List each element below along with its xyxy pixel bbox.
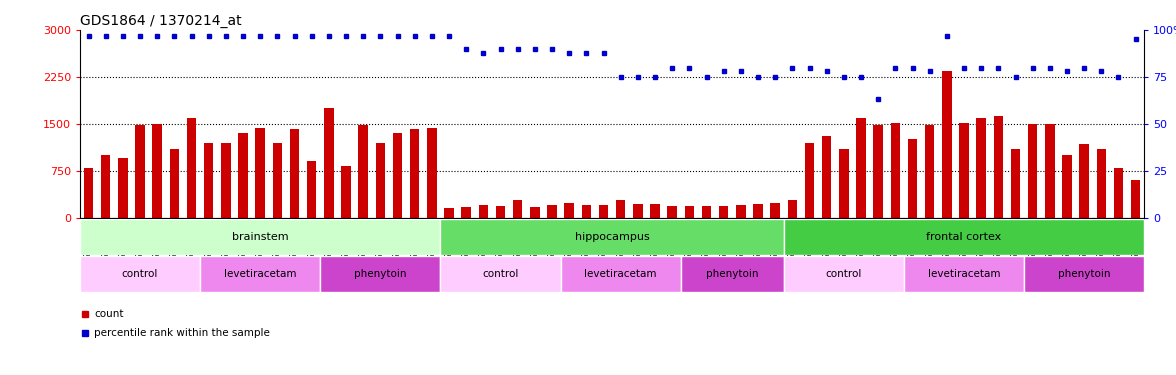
Bar — [1028, 124, 1037, 218]
Text: percentile rank within the sample: percentile rank within the sample — [94, 328, 270, 338]
Bar — [1114, 168, 1123, 217]
Bar — [633, 204, 642, 218]
Bar — [1080, 144, 1089, 218]
Bar — [856, 117, 866, 218]
Bar — [1011, 149, 1021, 217]
Bar — [770, 203, 780, 217]
Bar — [908, 140, 917, 218]
Bar — [960, 123, 969, 218]
Bar — [461, 207, 470, 218]
Bar — [441, 219, 783, 255]
Bar — [393, 133, 402, 218]
Bar — [616, 200, 626, 217]
Bar — [599, 205, 608, 218]
Bar — [496, 206, 506, 218]
Bar — [564, 203, 574, 217]
Bar — [942, 70, 951, 217]
Bar — [273, 142, 282, 218]
Bar — [513, 200, 522, 217]
Bar — [1131, 180, 1141, 218]
Text: phenytoin: phenytoin — [1058, 269, 1110, 279]
Bar — [530, 207, 540, 218]
Bar — [684, 206, 694, 218]
Bar — [479, 205, 488, 218]
Bar — [719, 206, 728, 218]
Bar — [1045, 124, 1055, 217]
Bar — [135, 125, 145, 217]
Bar — [994, 116, 1003, 218]
Bar — [200, 256, 320, 292]
Bar — [441, 256, 561, 292]
Bar — [118, 158, 128, 218]
Text: count: count — [94, 309, 123, 319]
Bar — [840, 149, 849, 217]
Bar — [561, 256, 681, 292]
Bar — [427, 128, 436, 217]
Bar — [681, 256, 783, 292]
Text: brainstem: brainstem — [232, 232, 288, 242]
Bar — [101, 155, 111, 218]
Bar — [153, 124, 162, 218]
Text: hippocampus: hippocampus — [575, 232, 649, 242]
Bar — [783, 219, 1144, 255]
Text: control: control — [482, 269, 519, 279]
Text: phenytoin: phenytoin — [354, 269, 407, 279]
Bar — [289, 129, 299, 217]
Bar — [702, 206, 711, 218]
Bar — [904, 256, 1024, 292]
Bar — [325, 108, 334, 218]
Text: control: control — [826, 269, 862, 279]
Bar — [83, 168, 93, 217]
Bar — [169, 149, 179, 217]
Text: levetiracetam: levetiracetam — [223, 269, 296, 279]
Bar — [926, 125, 935, 217]
Bar — [547, 205, 556, 218]
Bar — [1062, 155, 1071, 218]
Bar — [783, 256, 904, 292]
Bar — [320, 256, 441, 292]
Bar — [976, 117, 985, 218]
Bar — [410, 129, 420, 217]
Bar — [804, 142, 814, 218]
Bar — [1096, 149, 1107, 217]
Bar — [203, 142, 213, 218]
Bar — [80, 219, 441, 255]
Bar — [890, 123, 900, 218]
Bar — [359, 125, 368, 217]
Bar — [445, 208, 454, 218]
Bar — [341, 166, 350, 218]
Bar — [736, 205, 746, 218]
Text: control: control — [122, 269, 159, 279]
Bar — [221, 142, 230, 218]
Bar — [307, 161, 316, 218]
Text: levetiracetam: levetiracetam — [928, 269, 1001, 279]
Bar — [80, 256, 200, 292]
Bar — [822, 136, 831, 218]
Bar — [668, 206, 677, 218]
Bar — [255, 128, 265, 217]
Bar — [788, 200, 797, 217]
Bar — [754, 204, 763, 218]
Bar — [582, 205, 592, 218]
Bar — [239, 133, 248, 218]
Bar — [1024, 256, 1144, 292]
Bar — [650, 204, 660, 218]
Text: levetiracetam: levetiracetam — [584, 269, 657, 279]
Text: frontal cortex: frontal cortex — [927, 232, 1002, 242]
Bar — [375, 142, 385, 218]
Bar — [874, 125, 883, 217]
Bar — [187, 117, 196, 218]
Text: GDS1864 / 1370214_at: GDS1864 / 1370214_at — [80, 13, 241, 28]
Text: phenytoin: phenytoin — [706, 269, 759, 279]
